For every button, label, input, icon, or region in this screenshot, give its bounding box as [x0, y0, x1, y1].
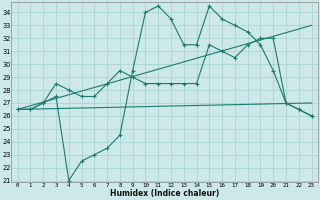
X-axis label: Humidex (Indice chaleur): Humidex (Indice chaleur) — [110, 189, 219, 198]
